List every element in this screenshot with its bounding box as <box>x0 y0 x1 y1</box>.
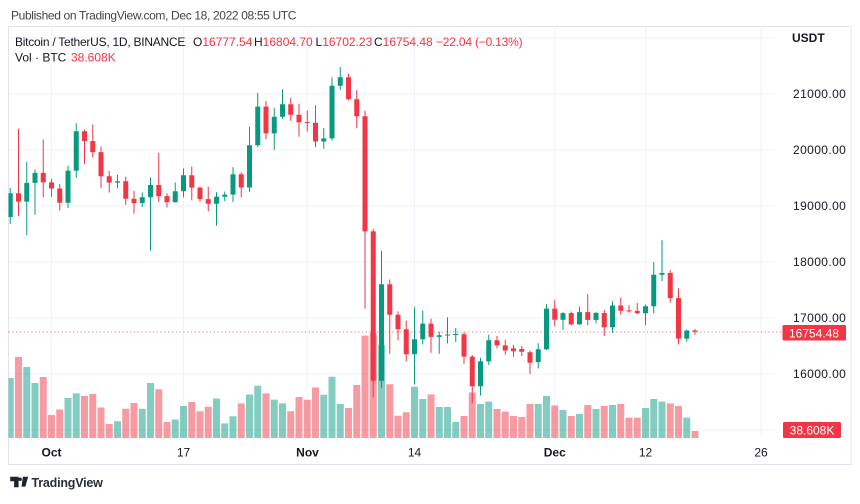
svg-text:L16702.23: L16702.23 <box>316 35 373 49</box>
svg-text:O16777.54: O16777.54 <box>193 35 253 49</box>
svg-text:21000.00: 21000.00 <box>793 87 846 101</box>
svg-text:Dec: Dec <box>544 446 566 460</box>
svg-text:19000.00: 19000.00 <box>793 199 846 213</box>
svg-text:16754.48: 16754.48 <box>789 326 839 340</box>
svg-text:TradingView: TradingView <box>32 476 104 490</box>
svg-text:16000.00: 16000.00 <box>793 367 846 381</box>
svg-text:12: 12 <box>639 446 653 460</box>
svg-text:Bitcoin / TetherUS, 1D, BINANC: Bitcoin / TetherUS, 1D, BINANCE <box>15 35 185 49</box>
svg-text:USDT: USDT <box>792 31 825 45</box>
svg-text:17000.00: 17000.00 <box>793 311 846 325</box>
svg-text:38.608K: 38.608K <box>790 424 835 438</box>
svg-text:Oct: Oct <box>41 446 61 460</box>
svg-text:H16804.70: H16804.70 <box>254 35 313 49</box>
svg-text:18000.00: 18000.00 <box>793 255 846 269</box>
svg-text:26: 26 <box>754 446 768 460</box>
svg-text:Published on TradingView.com,: Published on TradingView.com, Dec 18, 20… <box>11 9 297 23</box>
svg-text:17: 17 <box>177 446 191 460</box>
svg-text:20000.00: 20000.00 <box>793 143 846 157</box>
svg-text:38.608K: 38.608K <box>71 51 116 65</box>
svg-text:14: 14 <box>408 446 422 460</box>
svg-text:−22.04 (−0.13%): −22.04 (−0.13%) <box>436 35 523 49</box>
svg-text:Nov: Nov <box>296 446 319 460</box>
svg-text:Vol · BTC: Vol · BTC <box>15 51 67 65</box>
svg-text:C16754.48: C16754.48 <box>374 35 433 49</box>
